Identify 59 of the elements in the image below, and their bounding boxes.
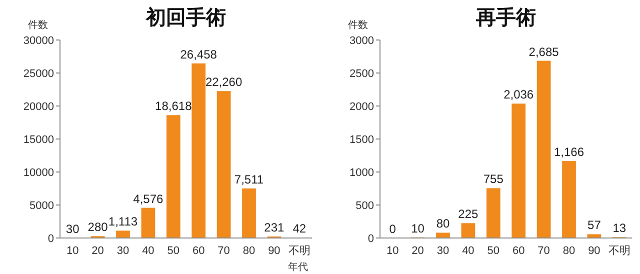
data-label: 10: [411, 221, 425, 236]
x-tick-label: 90: [588, 245, 600, 257]
data-label: 18,618: [155, 99, 192, 114]
data-label: 225: [458, 207, 479, 222]
data-label: 1,113: [108, 214, 138, 229]
data-label: 280: [88, 220, 108, 234]
data-label: 2,685: [528, 44, 560, 59]
x-tick-label: 不明: [608, 245, 630, 257]
data-label: 4,576: [133, 192, 164, 206]
x-tick-label: 10: [66, 245, 79, 257]
x-tick-label: 20: [92, 245, 104, 257]
data-label: 0: [389, 222, 396, 236]
y-tick-label: 500: [356, 200, 374, 212]
x-tick-label: 不明: [288, 245, 310, 257]
y-tick-label: 2000: [350, 101, 374, 113]
x-tick-label: 60: [192, 245, 205, 257]
x-tick-label: 40: [142, 245, 154, 257]
x-tick-label: 40: [462, 245, 474, 257]
data-label: 80: [436, 216, 450, 231]
chart-title: 再手術: [475, 6, 536, 29]
y-tick-label: 2500: [350, 68, 374, 80]
chart-title: 初回手術: [145, 6, 226, 29]
x-tick-label: 70: [538, 245, 550, 257]
data-label: 7,511: [234, 172, 264, 186]
y-tick-label: 3000: [350, 35, 374, 47]
data-label: 42: [292, 222, 306, 236]
y-axis-title: 件数: [28, 20, 48, 31]
x-tick-label: 90: [268, 245, 280, 257]
y-tick-label: 1500: [350, 134, 374, 146]
x-axis-title: 年代: [288, 261, 308, 273]
data-label: 26,458: [180, 47, 218, 62]
y-tick-label: 25000: [23, 68, 54, 80]
data-label: 1,166: [554, 145, 584, 160]
x-tick-label: 50: [167, 245, 180, 257]
x-tick-label: 70: [218, 245, 230, 257]
x-tick-label: 80: [242, 245, 256, 257]
y-axis-title: 件数: [348, 20, 368, 31]
data-label: 231: [264, 220, 285, 234]
data-label: 30: [66, 222, 80, 236]
data-label: 22,260: [205, 75, 242, 90]
y-tick-label: 0: [48, 233, 54, 245]
x-tick-label: 10: [386, 245, 399, 257]
data-label: 57: [588, 218, 602, 232]
y-tick-label: 0: [368, 233, 374, 245]
x-tick-label: 50: [487, 245, 500, 257]
y-tick-label: 10000: [23, 167, 54, 179]
y-tick-label: 30000: [23, 35, 54, 47]
x-tick-label: 30: [436, 245, 450, 257]
x-tick-label: 20: [412, 245, 424, 257]
data-label: 13: [612, 221, 626, 236]
x-tick-label: 80: [562, 245, 576, 257]
x-tick-label: 30: [116, 245, 130, 257]
data-label: 755: [483, 172, 504, 186]
x-tick-label: 60: [512, 245, 525, 257]
y-tick-label: 1000: [350, 167, 374, 179]
y-tick-label: 20000: [23, 101, 54, 113]
data-label: 2,036: [504, 88, 534, 102]
y-tick-label: 15000: [23, 134, 54, 146]
y-tick-label: 5000: [30, 200, 54, 212]
